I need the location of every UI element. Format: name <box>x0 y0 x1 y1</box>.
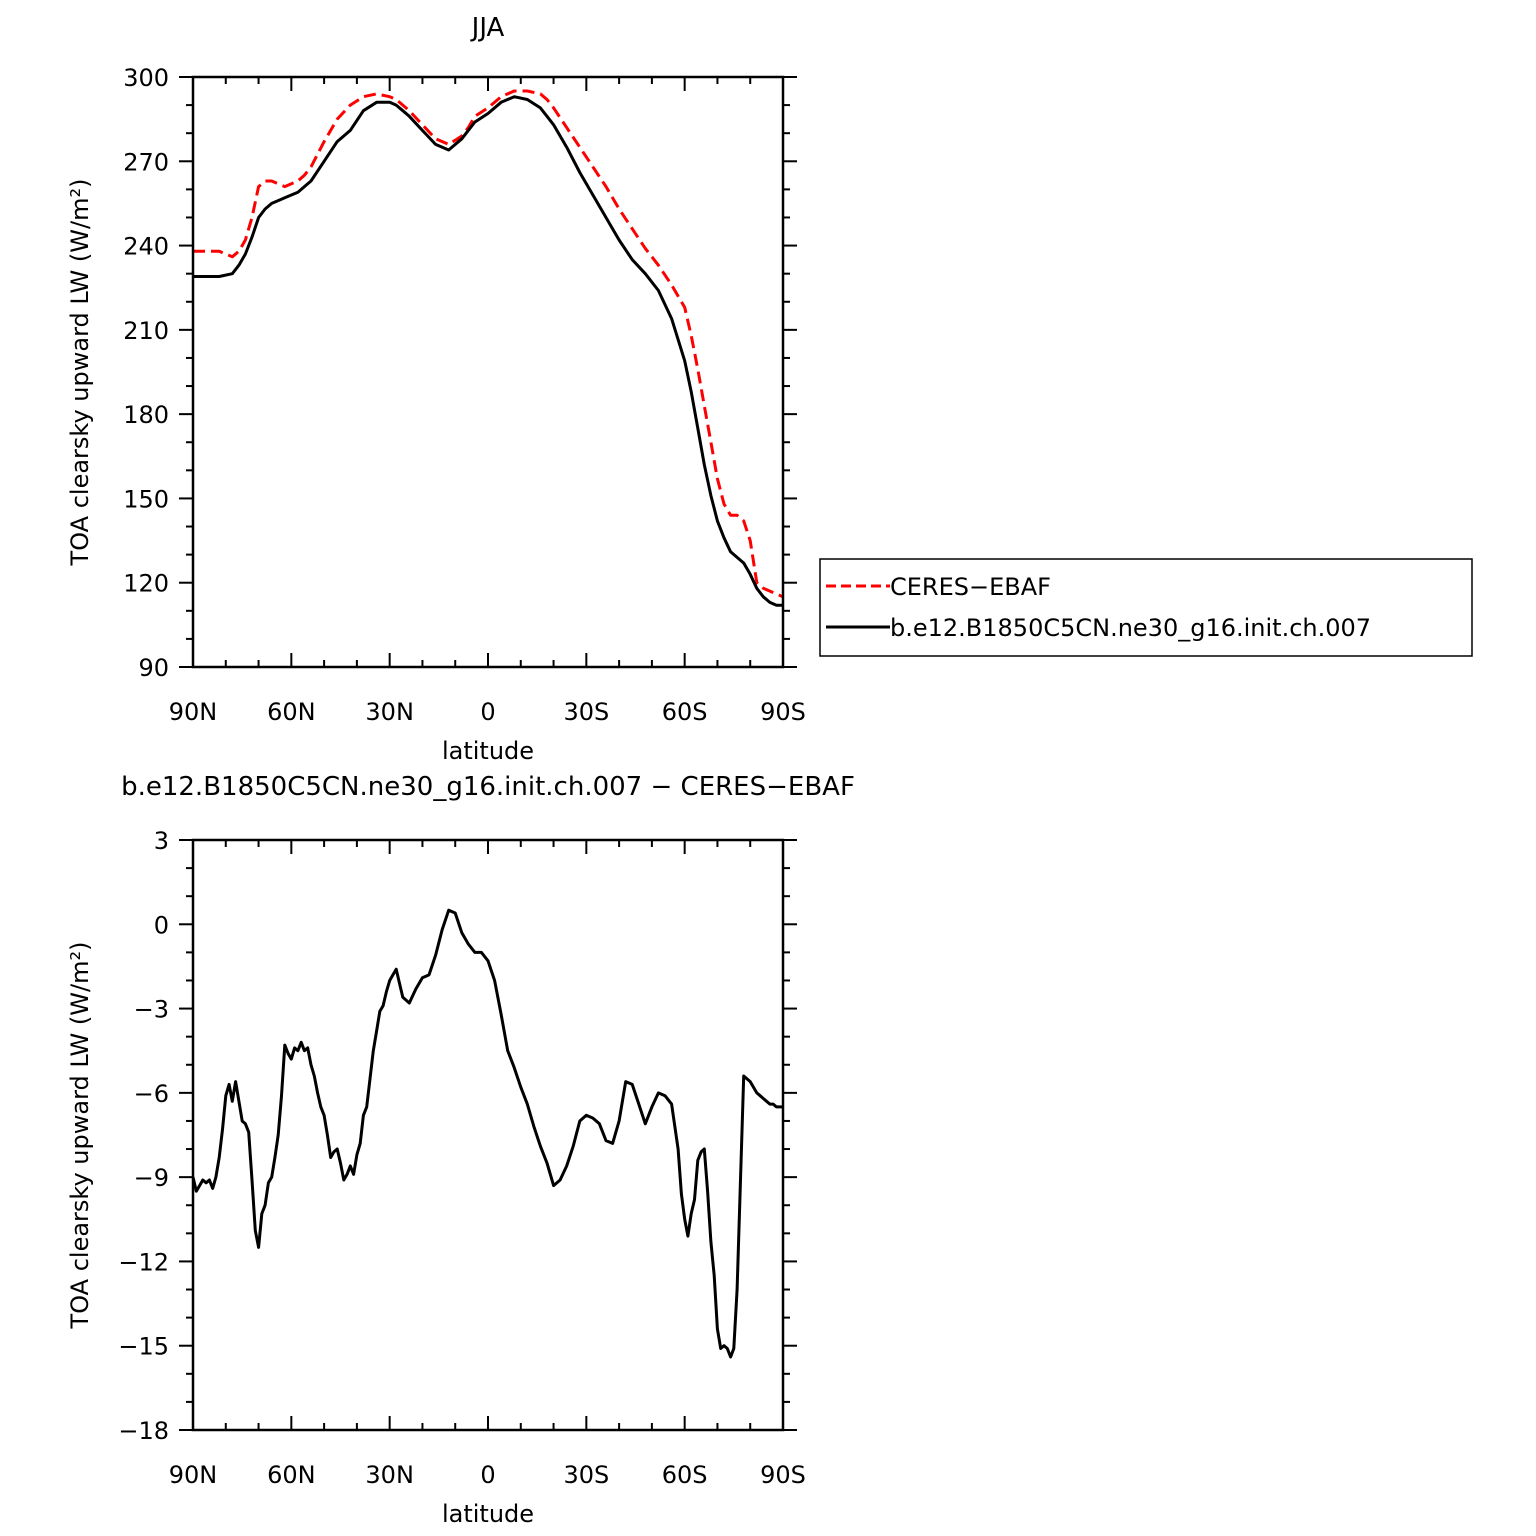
bottom-panel-ticks: 90N 60N 30N 0 30S 60S 90S −18 −15 −12 −9 −6 −3 0 3 <box>118 827 806 1489</box>
bottom-x-tick-label: 30S <box>563 1461 609 1489</box>
bottom-x-tick-label: 30N <box>365 1461 414 1489</box>
top-panel-ticks: 90N 60N 30N 0 30S 60S 90S 90 120 150 180 210 240 270 3… <box>123 64 806 726</box>
top-plot-frame <box>191 75 785 669</box>
top-x-tick-label: 60S <box>662 698 708 726</box>
legend-box <box>819 558 1473 657</box>
top-y-tick-label: 180 <box>123 401 169 429</box>
top-x-tick-label: 30N <box>365 698 414 726</box>
bottom-y-tick-label: −9 <box>134 1164 169 1192</box>
top-y-tick-label: 270 <box>123 148 169 176</box>
bottom-y-tick-label: −15 <box>118 1333 169 1361</box>
top-series-line-0 <box>193 89 784 599</box>
top-x-tick-label: 90N <box>169 698 218 726</box>
bottom-panel: b.e12.B1850C5CN.ne30_g16.init.ch.007 − C… <box>66 772 855 1528</box>
bottom-x-tick-label: 60S <box>662 1461 708 1489</box>
bottom-x-axis-title: latitude <box>442 1500 534 1528</box>
top-y-tick-label: 90 <box>138 654 169 682</box>
top-x-tick-label: 30S <box>563 698 609 726</box>
top-y-tick-label: 210 <box>123 317 169 345</box>
top-x-tick-label: 60N <box>267 698 316 726</box>
legend-label-ceres: CERES−EBAF <box>890 573 1051 601</box>
top-y-tick-label: 240 <box>123 233 169 261</box>
top-y-axis-title: TOA clearsky upward LW (W/m²) <box>66 179 94 567</box>
bottom-x-tick-label: 90S <box>760 1461 806 1489</box>
bottom-x-tick-label: 60N <box>267 1461 316 1489</box>
top-x-axis-title: latitude <box>442 737 534 765</box>
top-x-tick-label: 90S <box>760 698 806 726</box>
bottom-plot-frame <box>191 838 785 1432</box>
legend-label-model: b.e12.B1850C5CN.ne30_g16.init.ch.007 <box>890 614 1371 642</box>
bottom-panel-title: b.e12.B1850C5CN.ne30_g16.init.ch.007 − C… <box>121 772 855 802</box>
bottom-y-tick-label: −6 <box>134 1080 169 1108</box>
bottom-y-tick-label: 3 <box>154 827 169 855</box>
top-y-tick-label: 300 <box>123 64 169 92</box>
top-x-tick-label: 0 <box>480 698 495 726</box>
bottom-y-axis-title: TOA clearsky upward LW (W/m²) <box>66 942 94 1330</box>
bottom-x-tick-label: 0 <box>480 1461 495 1489</box>
top-panel: JJA 90N 60N 30N 0 30S 60S 90S 90 120 150 180 210 240… <box>66 13 806 765</box>
bottom-y-tick-label: −3 <box>134 996 169 1024</box>
legend: CERES−EBAF b.e12.B1850C5CN.ne30_g16.init… <box>819 558 1473 657</box>
top-panel-title: JJA <box>470 13 505 43</box>
top-y-tick-label: 120 <box>123 570 169 598</box>
bottom-panel-marks <box>191 908 783 1359</box>
bottom-series-line-0 <box>191 908 783 1359</box>
top-series-line-1 <box>193 95 783 607</box>
bottom-y-tick-label: −18 <box>118 1417 169 1445</box>
bottom-y-tick-label: 0 <box>154 911 169 939</box>
top-panel-marks <box>193 89 784 607</box>
top-y-tick-label: 150 <box>123 485 169 513</box>
bottom-y-tick-label: −12 <box>118 1248 169 1276</box>
bottom-x-tick-label: 90N <box>169 1461 218 1489</box>
